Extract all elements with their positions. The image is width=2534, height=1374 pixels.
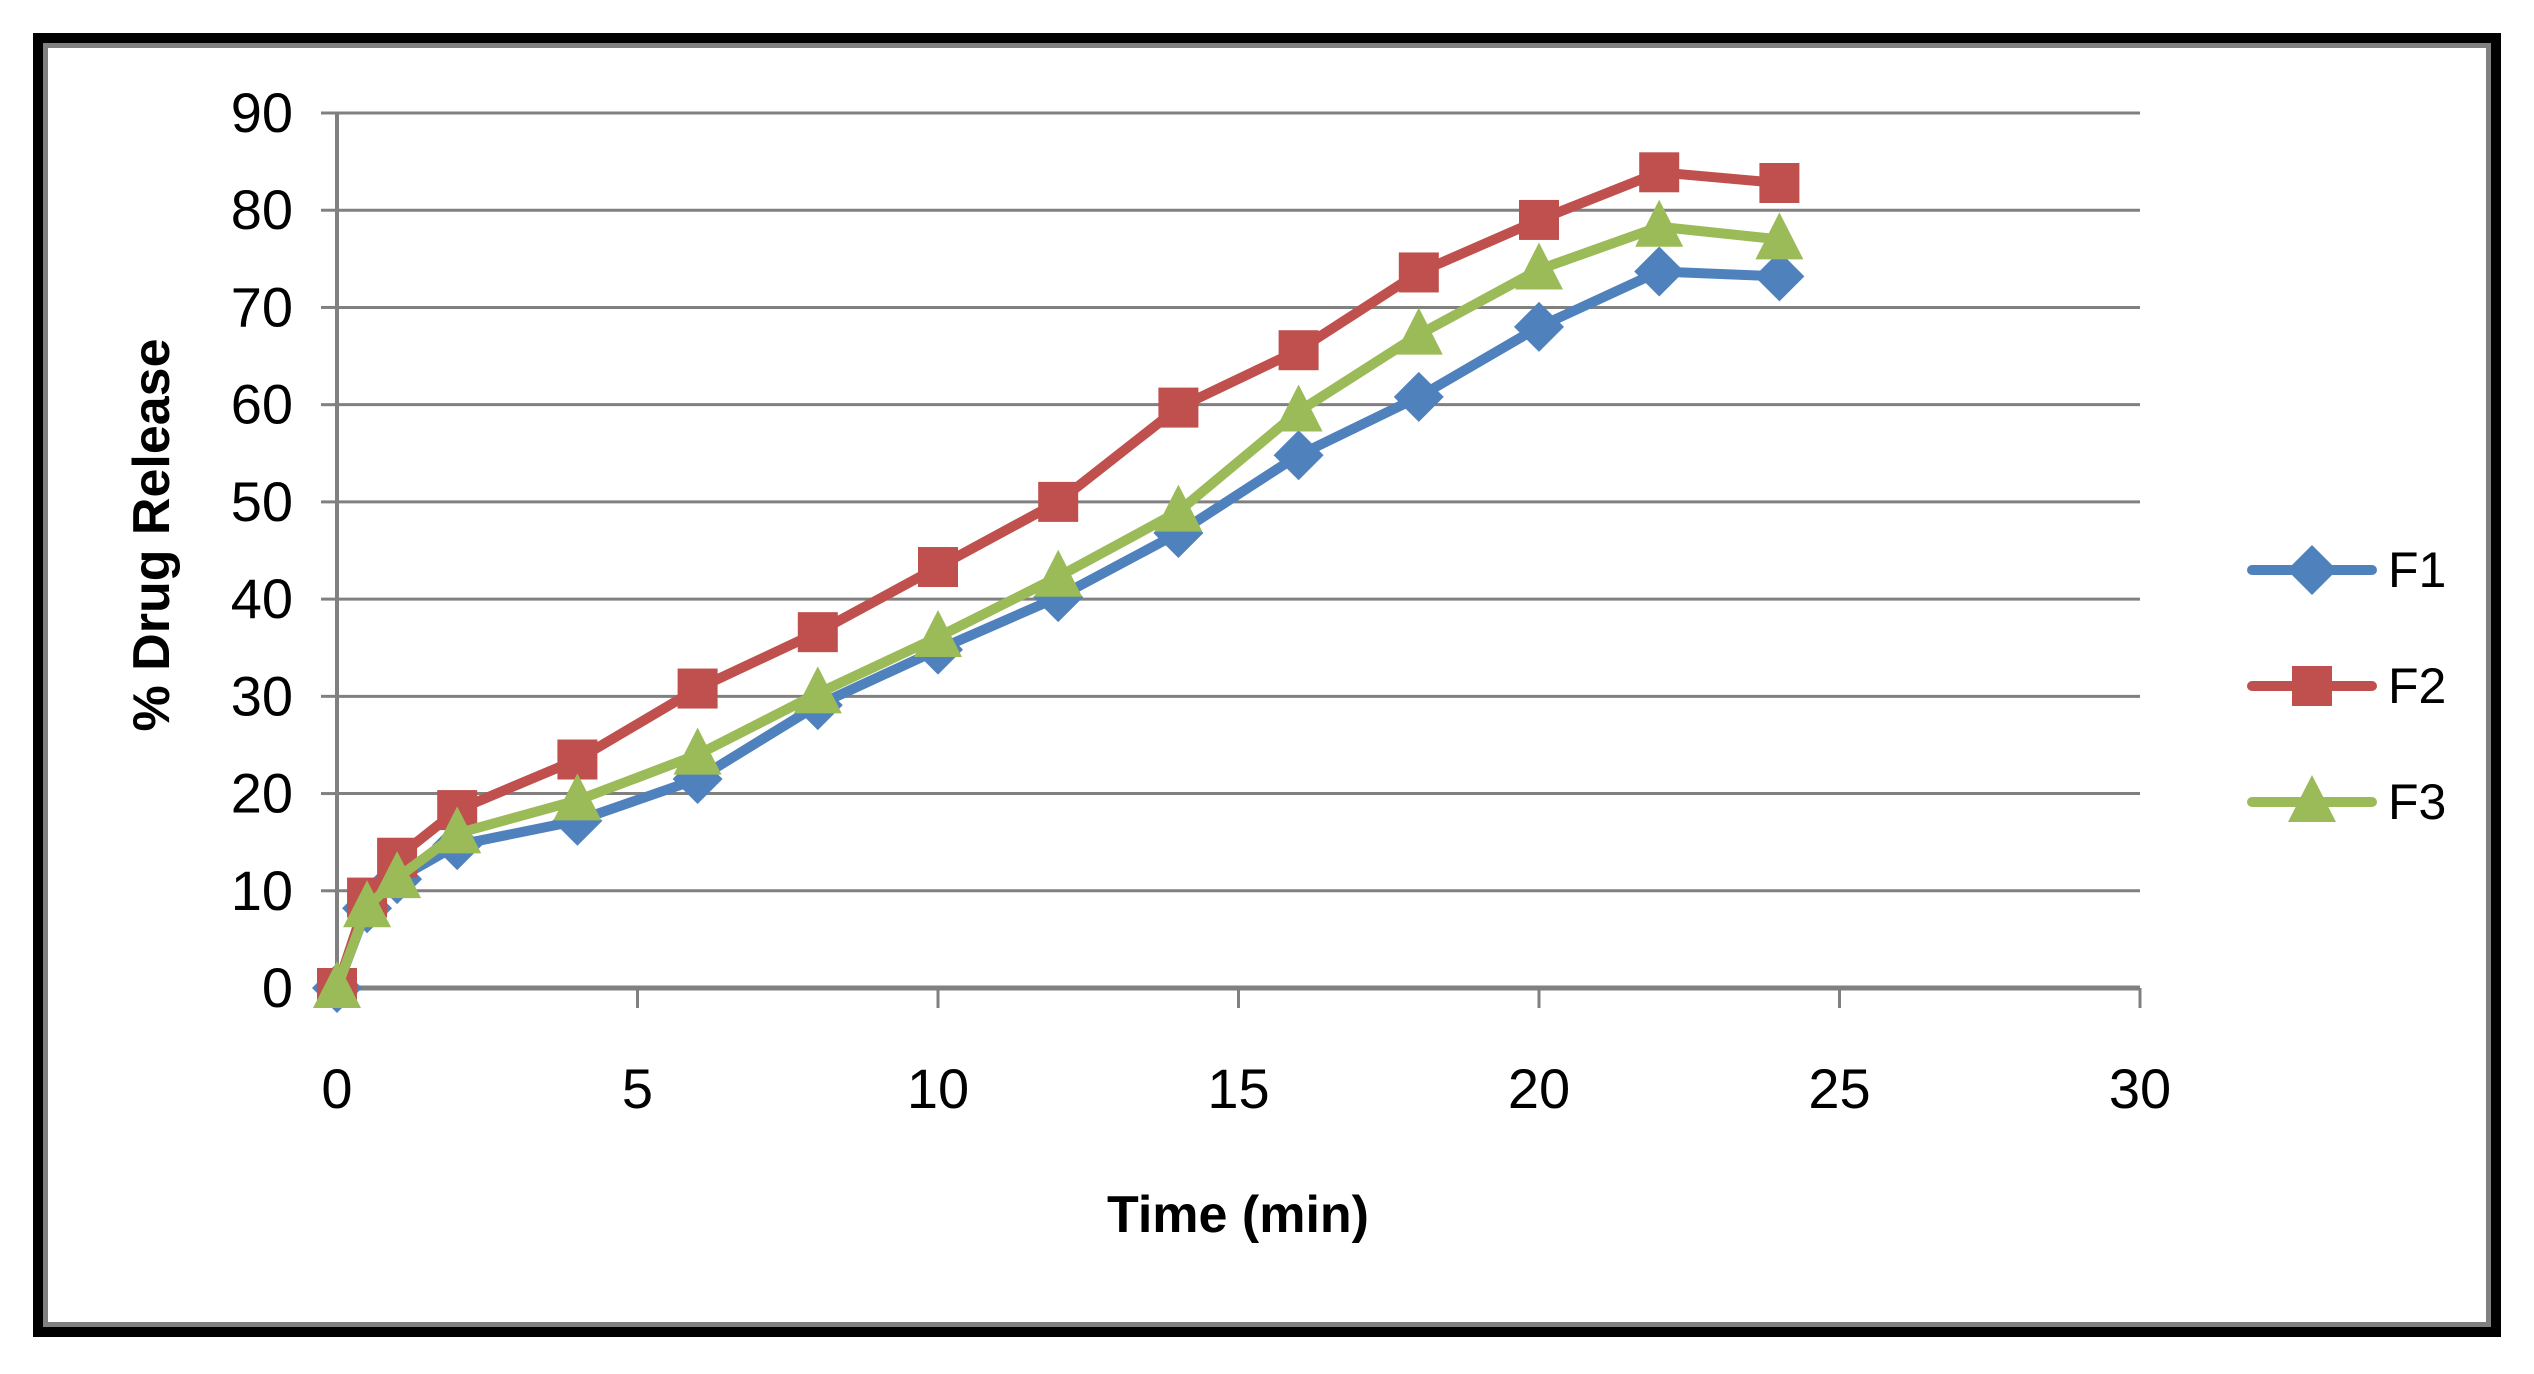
y-tick-label: 50 — [231, 470, 293, 533]
data-point-F1 — [1754, 251, 1805, 302]
figure-inner-border — [43, 43, 2491, 1327]
data-point-F3 — [793, 666, 842, 714]
x-tick-label: 10 — [907, 1057, 969, 1120]
data-point-F3 — [1515, 242, 1563, 290]
data-point-F3 — [1755, 212, 1804, 260]
data-point-F3 — [673, 727, 722, 775]
data-point-F1 — [1634, 246, 1685, 297]
data-point-F2 — [1398, 252, 1439, 293]
y-tick-label: 60 — [231, 373, 293, 436]
legend-marker-F1 — [2287, 545, 2337, 595]
y-tick-label: 30 — [231, 664, 293, 727]
figure-outer-border — [33, 33, 2501, 1337]
x-tick-label: 20 — [1508, 1057, 1570, 1120]
y-tick-label: 70 — [231, 275, 293, 338]
data-point-F2 — [1519, 199, 1559, 240]
legend-label-F1: F1 — [2388, 542, 2446, 598]
data-point-F3 — [553, 773, 602, 821]
data-point-F1 — [1393, 371, 1444, 422]
data-point-F3 — [313, 961, 361, 1008]
legend-marker-F3 — [2288, 775, 2336, 822]
data-point-F2 — [918, 547, 958, 588]
data-point-F3 — [914, 610, 962, 658]
data-point-F2 — [1639, 152, 1680, 193]
x-axis-title: Time (min) — [1107, 1186, 1369, 1244]
data-point-F3 — [1034, 549, 1083, 597]
data-point-F3 — [373, 851, 422, 899]
x-tick-label: 15 — [1207, 1057, 1269, 1120]
data-point-F3 — [343, 880, 392, 928]
series-line-F1 — [332, 266, 1785, 993]
x-tick-label: 25 — [1808, 1057, 1870, 1120]
x-tick-label: 5 — [622, 1057, 653, 1120]
x-tick-label: 0 — [321, 1057, 352, 1120]
data-point-F2 — [677, 668, 718, 709]
y-axis-title: % Drug Release — [123, 338, 181, 732]
y-tick-label: 90 — [231, 81, 293, 144]
y-tick-label: 20 — [231, 762, 293, 825]
data-point-F2 — [557, 739, 598, 780]
data-point-F2 — [1038, 481, 1079, 522]
data-point-F2 — [1158, 387, 1199, 428]
legend-label-F3: F3 — [2388, 774, 2446, 830]
data-point-F3 — [1635, 199, 1684, 247]
data-point-F3 — [1274, 384, 1323, 432]
x-tick-label: 30 — [2109, 1057, 2171, 1120]
y-tick-label: 0 — [262, 956, 293, 1019]
data-point-F1 — [1273, 430, 1324, 481]
data-point-F1 — [1514, 301, 1564, 352]
legend-label-F2: F2 — [2388, 658, 2446, 714]
data-point-F2 — [1759, 163, 1800, 203]
data-point-F3 — [1394, 307, 1443, 355]
y-tick-label: 80 — [231, 178, 293, 241]
data-point-F2 — [1278, 330, 1319, 371]
data-point-F2 — [797, 612, 838, 653]
y-tick-label: 40 — [231, 567, 293, 630]
data-point-F3 — [1154, 484, 1203, 532]
legend-marker-F2 — [2292, 666, 2332, 706]
y-tick-label: 10 — [231, 859, 293, 922]
data-point-F3 — [433, 806, 482, 854]
